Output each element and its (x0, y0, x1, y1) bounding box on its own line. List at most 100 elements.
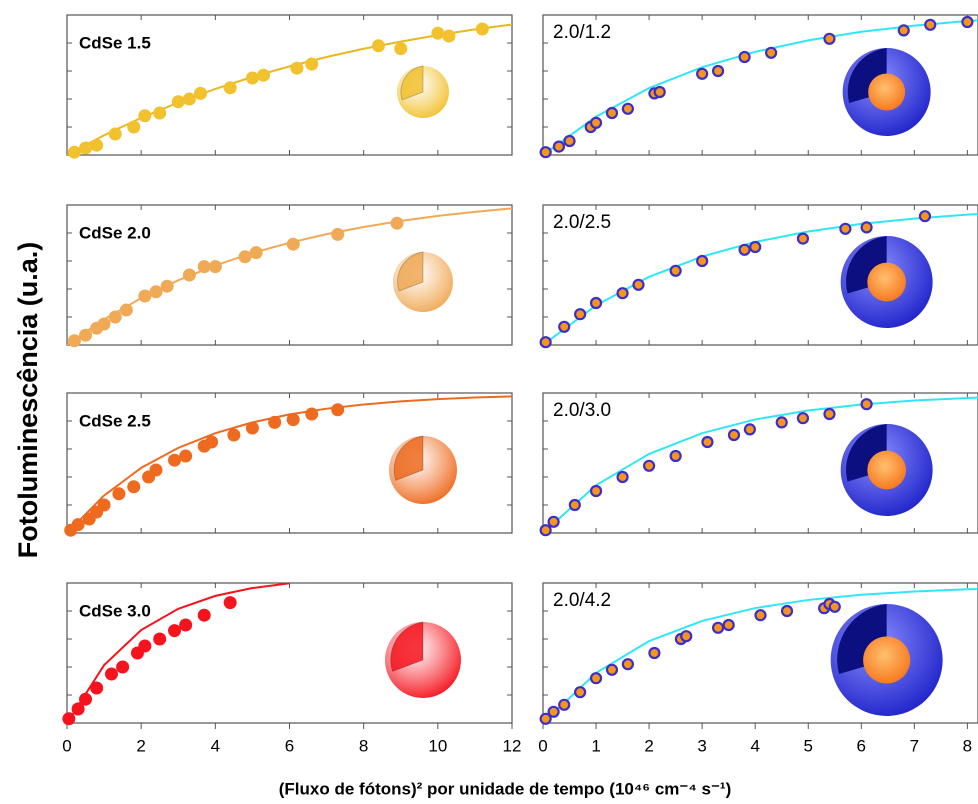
data-point (205, 436, 218, 449)
data-point (607, 665, 617, 675)
data-point (575, 687, 585, 697)
data-point (161, 280, 174, 293)
data-point (830, 602, 840, 612)
data-point (442, 30, 455, 43)
data-point (623, 104, 633, 114)
x-tick-label: 0 (538, 736, 547, 755)
data-point (671, 451, 681, 461)
data-point (565, 136, 575, 146)
data-point (246, 422, 259, 435)
data-point (862, 399, 872, 409)
data-point (713, 623, 723, 633)
data-point (756, 610, 766, 620)
data-point (257, 69, 270, 82)
x-tick-label: 2 (136, 736, 145, 755)
x-tick-label: 7 (910, 736, 919, 755)
x-tick-label: 6 (285, 736, 294, 755)
data-point (777, 417, 787, 427)
data-point (745, 424, 755, 434)
data-point (782, 606, 792, 616)
data-point (79, 142, 92, 155)
panel-label: CdSe 3.0 (79, 601, 151, 620)
data-point (740, 245, 750, 255)
data-point (250, 246, 263, 259)
data-point (920, 211, 930, 221)
x-tick-label: 6 (857, 736, 866, 755)
data-point (98, 318, 111, 331)
data-point (150, 285, 163, 298)
data-point (79, 693, 92, 706)
data-point (618, 288, 628, 298)
data-point (575, 309, 585, 319)
data-point (607, 108, 617, 118)
data-point (655, 87, 665, 97)
data-point (246, 72, 259, 85)
data-point (798, 413, 808, 423)
data-point (287, 413, 300, 426)
data-point (554, 142, 564, 152)
data-point (724, 620, 734, 630)
x-tick-label: 12 (503, 736, 522, 755)
data-point (713, 66, 723, 76)
x-tick-label: 8 (963, 736, 972, 755)
data-point (729, 430, 739, 440)
nanocrystal-core (868, 74, 905, 111)
panel-label: CdSe 2.5 (79, 411, 151, 430)
data-point (697, 256, 707, 266)
x-tick-label: 1 (591, 736, 600, 755)
data-point (172, 95, 185, 108)
data-point (287, 238, 300, 251)
panel-label: 2.0/1.2 (553, 22, 611, 43)
data-point (109, 311, 122, 324)
data-point (541, 337, 551, 347)
panel: CdSe 2.0 (67, 205, 512, 347)
data-point (168, 454, 181, 467)
data-point (549, 707, 559, 717)
data-point (179, 450, 192, 463)
panel: 2.0/2.5 (541, 205, 978, 347)
x-tick-label: 4 (750, 736, 759, 755)
nanocrystal-core (867, 451, 906, 490)
data-point (899, 25, 909, 35)
panel-label: 2.0/3.0 (553, 400, 611, 421)
data-point (331, 228, 344, 241)
chart: Fotoluminescência (u.a.) (Fluxo de fóton… (0, 0, 978, 804)
data-point (79, 329, 92, 342)
data-point (305, 58, 318, 71)
data-point (591, 118, 601, 128)
data-point (153, 633, 166, 646)
data-point (541, 147, 551, 157)
data-point (68, 146, 81, 159)
data-point (198, 609, 211, 622)
data-point (138, 109, 151, 122)
data-point (116, 661, 129, 674)
data-point (750, 242, 760, 252)
data-point (239, 250, 252, 263)
panel-label: 2.0/2.5 (553, 212, 611, 233)
data-point (840, 224, 850, 234)
data-point (138, 640, 151, 653)
data-point (671, 266, 681, 276)
data-point (127, 121, 140, 134)
data-point (541, 525, 551, 535)
data-point (224, 596, 237, 609)
data-point (591, 486, 601, 496)
panel-label: CdSe 2.0 (79, 223, 151, 242)
data-point (862, 222, 872, 232)
data-point (305, 408, 318, 421)
data-point (623, 659, 633, 669)
data-point (766, 48, 776, 58)
data-point (391, 217, 404, 230)
x-tick-label: 4 (211, 736, 220, 755)
y-axis-label: Fotoluminescência (u.a.) (13, 242, 43, 559)
data-point (198, 260, 211, 273)
data-point (150, 464, 163, 477)
data-point (925, 20, 935, 30)
data-point (194, 87, 207, 100)
data-point (824, 34, 834, 44)
data-point (127, 480, 140, 493)
panel: CdSe 1.5 (67, 15, 512, 159)
panel: 2.0/3.0 (541, 393, 978, 535)
panel-label: CdSe 1.5 (79, 33, 151, 52)
data-point (549, 517, 559, 527)
